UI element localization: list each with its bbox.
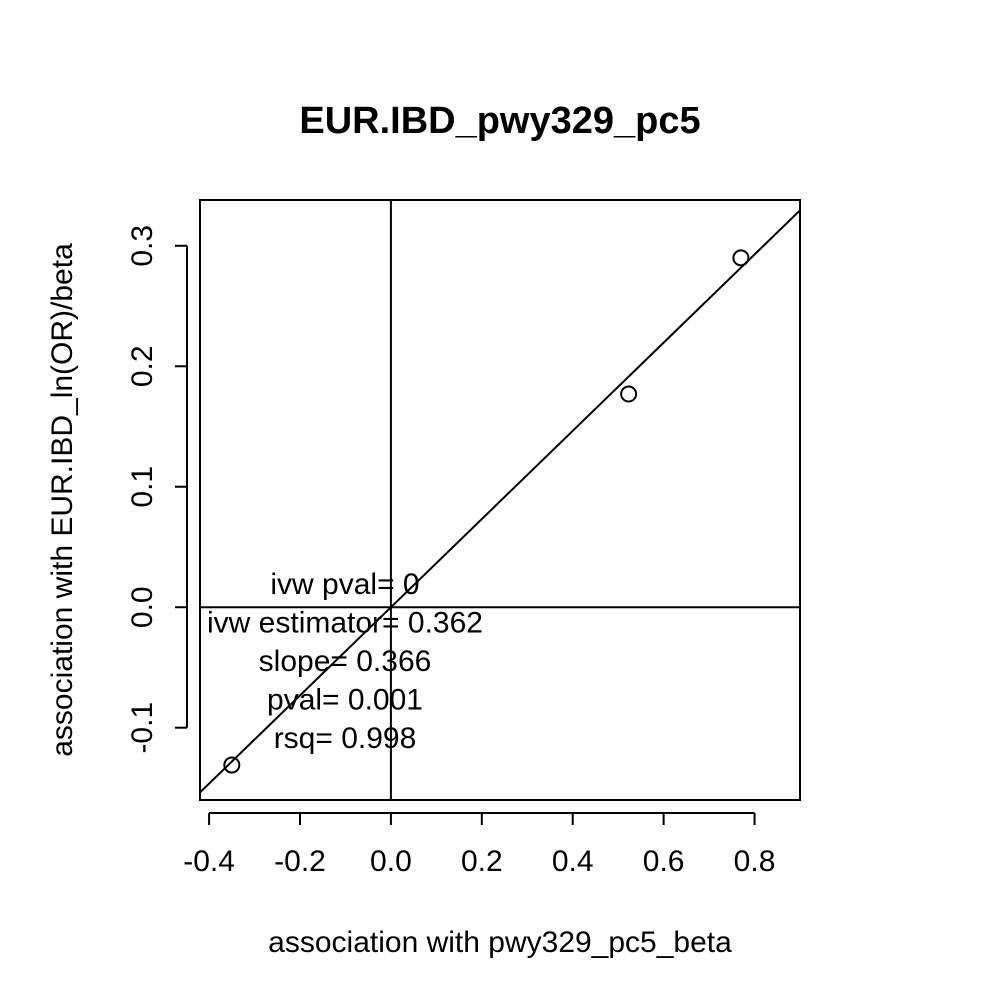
regression-line: [200, 209, 800, 794]
y-tick-label-1: -0.1: [126, 702, 159, 754]
plot-frame: [199, 199, 801, 801]
points-layer: [223, 249, 750, 774]
annotation-5: rsq= 0.998: [274, 722, 417, 755]
x-tick-label-3: 0.0: [370, 845, 412, 878]
y-tick-label-5: 0.3: [126, 225, 159, 267]
x-tick-label-4: 0.2: [461, 845, 503, 878]
plot-area: [200, 200, 800, 800]
data-point-2: [620, 385, 638, 403]
data-point-3: [732, 249, 750, 267]
annotation-2: ivw estimator= 0.362: [207, 607, 483, 640]
x-tick-label-5: 0.4: [552, 845, 594, 878]
annotations-layer: ivw pval= 0 ivw estimator= 0.362 slope= 0.…: [207, 568, 483, 755]
chart-title: EUR.IBD_pwy329_pc5: [299, 100, 700, 142]
data-point-1: [223, 756, 241, 774]
x-axis: -0.4 -0.2 0.0 0.2 0.4 0.6 0.8: [183, 812, 776, 878]
annotation-1: ivw pval= 0: [270, 568, 419, 601]
x-tick-label-7: 0.8: [734, 845, 776, 878]
y-tick-label-2: 0.0: [126, 586, 159, 628]
annotation-3: slope= 0.366: [259, 645, 432, 678]
x-tick-label-6: 0.6: [643, 845, 685, 878]
x-tick-label-1: -0.4: [183, 845, 235, 878]
x-axis-label: association with pwy329_pc5_beta: [268, 926, 732, 959]
y-tick-label-4: 0.2: [126, 345, 159, 387]
annotation-4: pval= 0.001: [267, 684, 423, 717]
y-tick-label-3: 0.1: [126, 466, 159, 508]
x-tick-label-2: -0.2: [274, 845, 326, 878]
y-axis-label: association with EUR.IBD_ln(OR)/beta: [46, 243, 79, 757]
y-axis: -0.1 0.0 0.1 0.2 0.3: [126, 225, 188, 754]
